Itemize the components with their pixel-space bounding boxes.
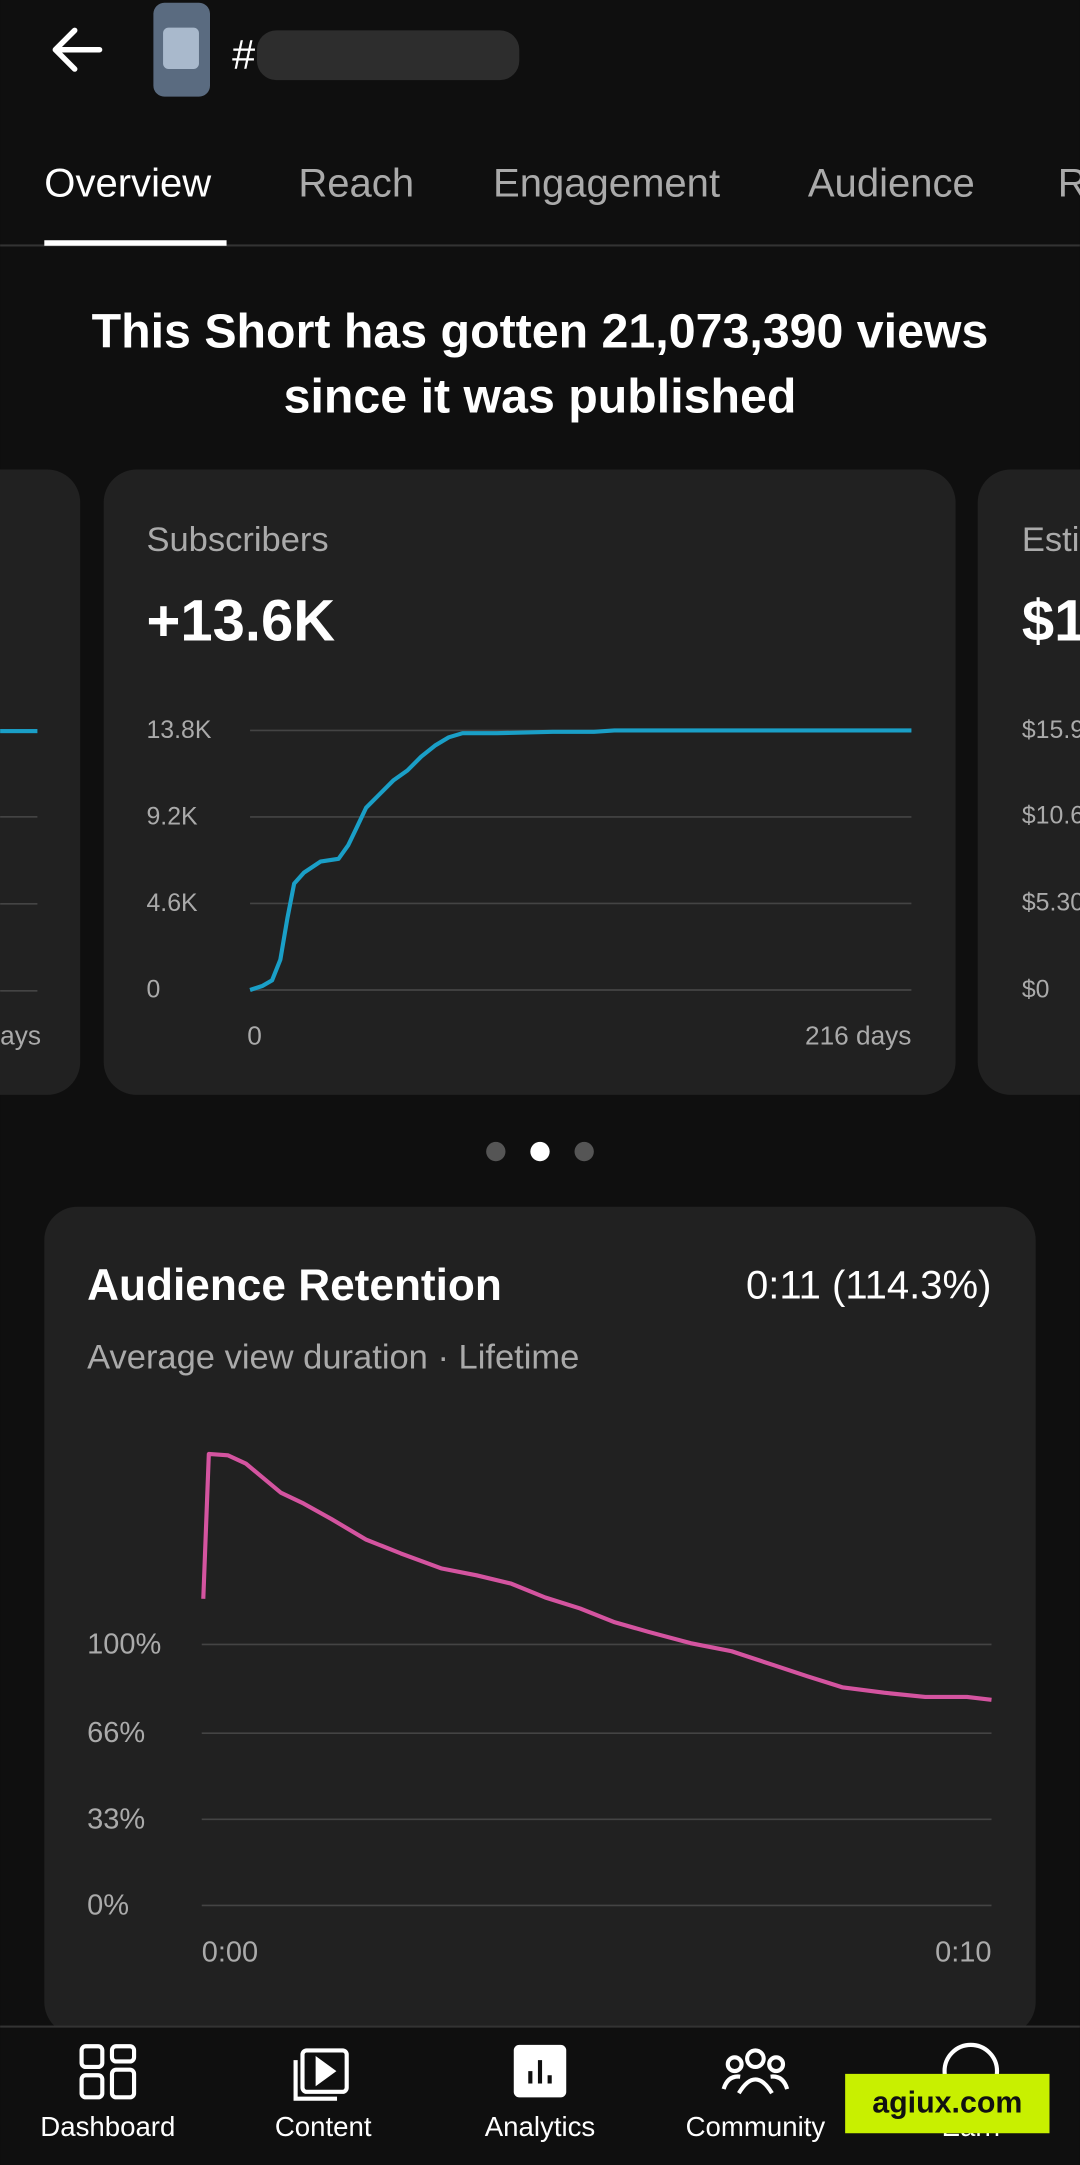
card-title: Audience Retention — [87, 1261, 502, 1310]
y-tick-label: 33% — [87, 1803, 145, 1835]
tab-divider — [0, 244, 1080, 247]
back-button[interactable] — [52, 27, 103, 72]
card[interactable] — [977, 469, 1080, 1095]
card[interactable] — [103, 469, 956, 1095]
card-title: Esti — [1022, 521, 1080, 559]
y-tick-label: 13.8K — [146, 717, 211, 744]
card[interactable] — [0, 469, 81, 1095]
nav-label[interactable]: Analytics — [485, 2111, 595, 2142]
dashboard-icon[interactable] — [79, 2044, 137, 2100]
x-tick-label: 0:00 — [202, 1936, 258, 1968]
tab[interactable]: R — [1058, 162, 1080, 206]
x-tick-label: 0:10 — [935, 1936, 991, 1968]
community-icon[interactable] — [721, 2048, 790, 2095]
blurred-title — [256, 30, 520, 81]
pager-dot[interactable] — [530, 1141, 550, 1162]
tab[interactable]: Reach — [298, 162, 414, 206]
y-tick-label: $5.30 — [1022, 890, 1080, 917]
pager-dot[interactable] — [486, 1141, 506, 1162]
tab[interactable]: Engagement — [493, 162, 720, 206]
tab[interactable]: Overview — [44, 162, 211, 206]
nav-label[interactable]: Content — [275, 2111, 372, 2142]
card — [44, 1206, 1036, 2036]
x-tick-label: ays — [0, 1021, 41, 1051]
card-subtitle: Average view duration · Lifetime — [87, 1338, 579, 1376]
card-value: +13.6K — [146, 589, 335, 653]
watermark-badge — [845, 2073, 1050, 2134]
card-value: $1 — [1022, 589, 1080, 653]
grid-line — [0, 816, 38, 818]
line — [249, 728, 912, 992]
y-tick-label: 66% — [87, 1717, 145, 1749]
analytics-icon[interactable] — [513, 2044, 567, 2098]
grid-line — [0, 903, 38, 905]
thumbnail-detail — [163, 27, 199, 70]
nav-label[interactable]: Community — [686, 2111, 826, 2142]
grid-line — [0, 989, 38, 992]
nav-icons — [79, 2042, 1000, 2101]
card-summary: 0:11 (114.3%) — [746, 1263, 992, 1307]
y-tick-label: 0% — [87, 1889, 129, 1921]
watermark: agiux.com — [872, 2086, 1022, 2119]
content-icon[interactable] — [293, 2048, 349, 2101]
y-tick-label: $15.9 — [1022, 717, 1080, 744]
y-tick-label: $0 — [1022, 976, 1050, 1003]
card-title: Subscribers — [146, 521, 328, 559]
x-tick-label: 0 — [247, 1021, 262, 1051]
y-tick-label: 100% — [87, 1628, 161, 1660]
line — [0, 729, 38, 734]
nav-divider — [0, 2025, 1080, 2028]
y-tick-label: 0 — [146, 976, 160, 1003]
nav-label[interactable]: Dashboard — [40, 2111, 175, 2142]
x-tick-label: 216 days — [805, 1021, 911, 1051]
line — [201, 1451, 992, 1702]
tab[interactable]: Audience — [808, 162, 975, 206]
left-card-chart — [0, 729, 38, 992]
headline: This Short has gotten 21,073,390 views — [92, 304, 989, 358]
tab-indicator — [44, 240, 227, 246]
pager-dot[interactable] — [574, 1141, 594, 1162]
y-tick-label: $10.6 — [1022, 803, 1080, 830]
headline: since it was published — [284, 369, 797, 423]
y-tick-label: 4.6K — [146, 890, 198, 917]
charts: 0 4.6K 9.2K 13.8K 0 216 days 0% 33% 66% 100% 0:00 0… — [87, 717, 992, 1968]
y-tick-label: 9.2K — [146, 803, 198, 830]
video-title: # — [232, 32, 255, 78]
